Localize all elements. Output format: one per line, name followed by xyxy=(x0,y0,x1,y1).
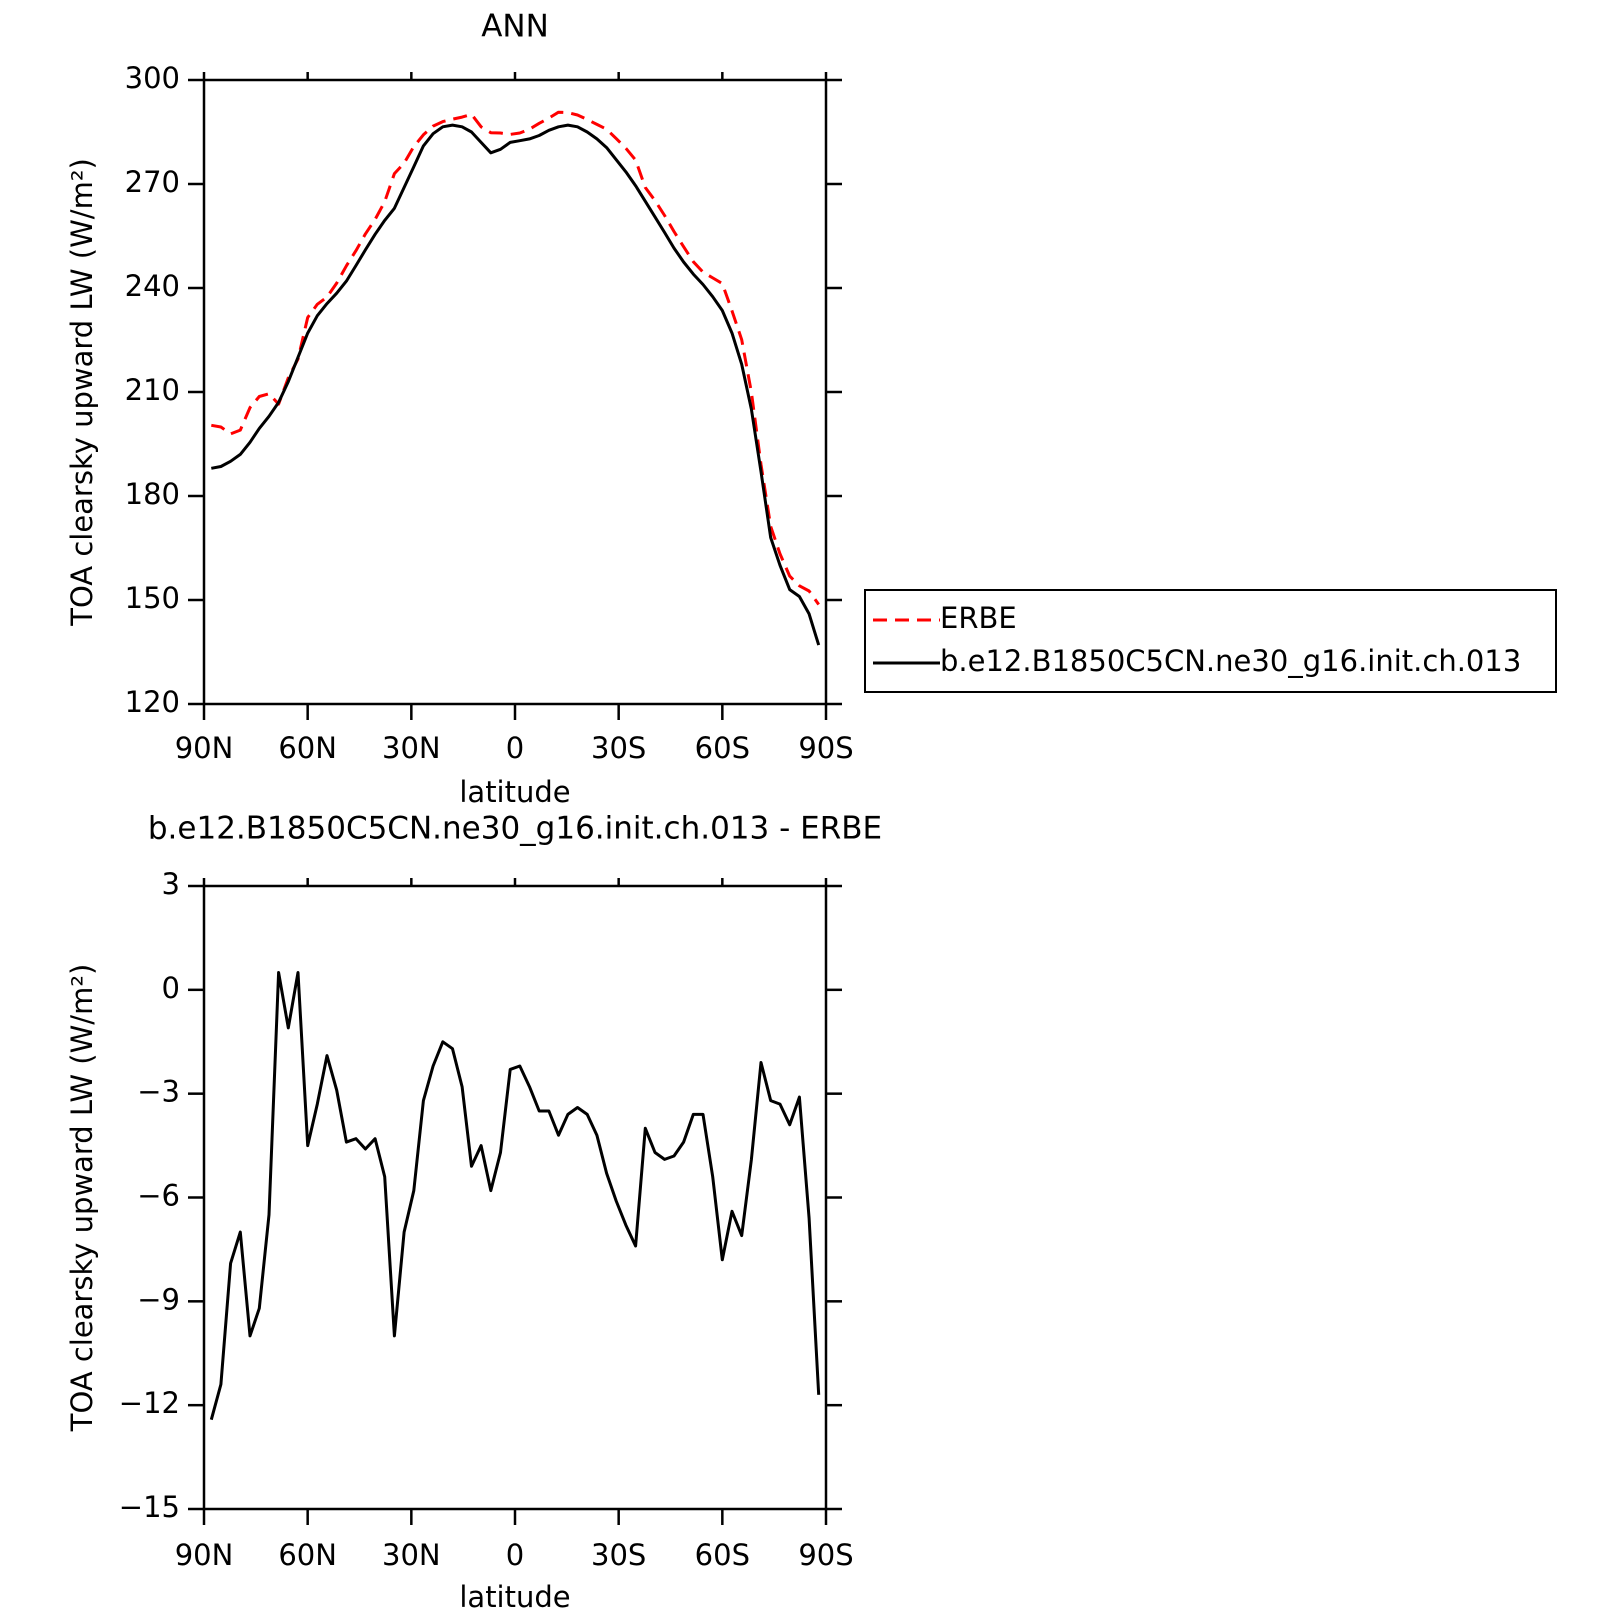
chart-title: ANN xyxy=(481,9,549,45)
x-tick-label: 90N xyxy=(175,731,234,765)
x-tick-label: 30S xyxy=(591,731,646,765)
data-line xyxy=(209,971,821,1421)
x-tick-label: 30N xyxy=(382,1538,441,1572)
y-axis-label: TOA clearsky upward LW (W/m²) xyxy=(65,964,99,1433)
x-tick-label: 60N xyxy=(278,731,337,765)
y-tick-label: −6 xyxy=(137,1179,180,1213)
y-tick-label: 150 xyxy=(125,581,180,615)
x-tick-label: 90S xyxy=(798,731,853,765)
x-axis-label: latitude xyxy=(459,1580,570,1613)
x-tick-label: 30N xyxy=(382,731,441,765)
y-tick-label: 240 xyxy=(125,269,180,303)
y-axis-label: TOA clearsky upward LW (W/m²) xyxy=(65,158,99,627)
data-line xyxy=(211,123,821,646)
y-tick-label: 0 xyxy=(162,971,180,1005)
y-tick-label: −9 xyxy=(137,1282,180,1316)
legend-box xyxy=(864,589,1557,693)
x-tick-label: 90S xyxy=(798,1538,853,1572)
y-tick-label: 3 xyxy=(162,867,180,901)
y-tick-label: −3 xyxy=(137,1075,180,1109)
y-tick-label: −15 xyxy=(119,1490,180,1524)
x-tick-label: 0 xyxy=(506,731,524,765)
data-line xyxy=(211,110,820,606)
plot-frame xyxy=(202,884,828,1511)
y-tick-label: 270 xyxy=(125,165,180,199)
legend-label: ERBE xyxy=(940,601,1017,635)
y-tick-label: 210 xyxy=(125,373,180,407)
legend-label: b.e12.B1850C5CN.ne30_g16.init.ch.013 xyxy=(940,644,1521,678)
x-tick-label: 90N xyxy=(175,1538,234,1572)
y-tick-label: −12 xyxy=(119,1386,180,1420)
x-tick-label: 0 xyxy=(506,1538,524,1572)
x-tick-label: 60S xyxy=(695,1538,750,1572)
chart-title: b.e12.B1850C5CN.ne30_g16.init.ch.013 - E… xyxy=(148,811,882,847)
y-tick-label: 300 xyxy=(125,61,180,95)
x-axis-label: latitude xyxy=(459,775,570,809)
x-tick-label: 60N xyxy=(278,1538,337,1572)
y-tick-label: 120 xyxy=(125,685,180,719)
plot-frame xyxy=(202,78,828,706)
x-tick-label: 60S xyxy=(695,731,750,765)
y-tick-label: 180 xyxy=(125,477,180,511)
x-tick-label: 30S xyxy=(591,1538,646,1572)
